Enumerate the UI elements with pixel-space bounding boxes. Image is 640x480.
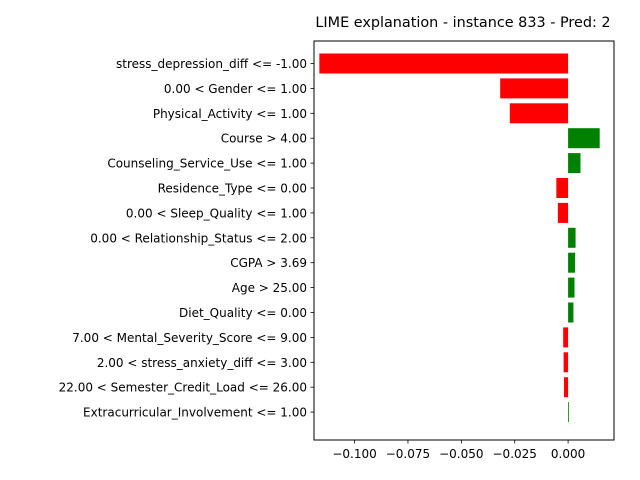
y-tick-label: Extracurricular_Involvement <= 1.00	[83, 406, 307, 420]
y-tick-label: Physical_Activity <= 1.00	[153, 107, 307, 121]
x-tick-label: −0.050	[439, 447, 483, 461]
y-tick-label: 7.00 < Mental_Severity_Score <= 9.00	[72, 331, 307, 345]
y-tick-label: 0.00 < Relationship_Status <= 2.00	[90, 231, 307, 245]
bar	[564, 377, 569, 398]
bar	[568, 128, 600, 149]
y-tick-label: 0.00 < Gender <= 1.00	[164, 82, 307, 96]
bars-group	[319, 53, 600, 423]
bar	[500, 78, 569, 99]
y-tick-label: Counseling_Service_Use <= 1.00	[107, 157, 307, 171]
y-tick-label: Residence_Type <= 0.00	[158, 182, 307, 196]
x-axis: −0.100 −0.075 −0.050 −0.025 0.000	[332, 440, 585, 461]
bar	[557, 202, 569, 223]
x-tick-label: 0.000	[551, 447, 585, 461]
bar	[568, 227, 576, 248]
y-tick-labels: stress_depression_diff <= -1.00 0.00 < Ge…	[59, 57, 314, 420]
bar	[568, 402, 569, 423]
bar	[319, 53, 569, 74]
bar	[568, 252, 576, 273]
y-tick-label: Diet_Quality <= 0.00	[179, 306, 307, 320]
y-tick-label: Course > 4.00	[221, 132, 307, 146]
bar	[568, 277, 575, 298]
x-tick-label: −0.025	[493, 447, 537, 461]
bar	[568, 302, 574, 323]
y-tick-label: CGPA > 3.69	[230, 256, 307, 270]
y-tick-label: 2.00 < stress_anxiety_diff <= 3.00	[97, 356, 307, 370]
y-tick-label: 0.00 < Sleep_Quality <= 1.00	[126, 206, 307, 220]
chart-title: LIME explanation - instance 833 - Pred: …	[315, 15, 610, 31]
y-tick-label: Age > 25.00	[232, 281, 307, 295]
bar	[568, 153, 581, 174]
y-tick-label: stress_depression_diff <= -1.00	[116, 57, 307, 71]
plot-frame	[313, 40, 615, 441]
bar	[563, 352, 569, 373]
y-tick-label: 22.00 < Semester_Credit_Load <= 26.00	[59, 381, 307, 395]
x-tick-label: −0.075	[386, 447, 430, 461]
x-tick-label: −0.100	[332, 447, 376, 461]
bar	[556, 178, 569, 198]
bar	[563, 327, 569, 348]
bar	[509, 103, 569, 124]
